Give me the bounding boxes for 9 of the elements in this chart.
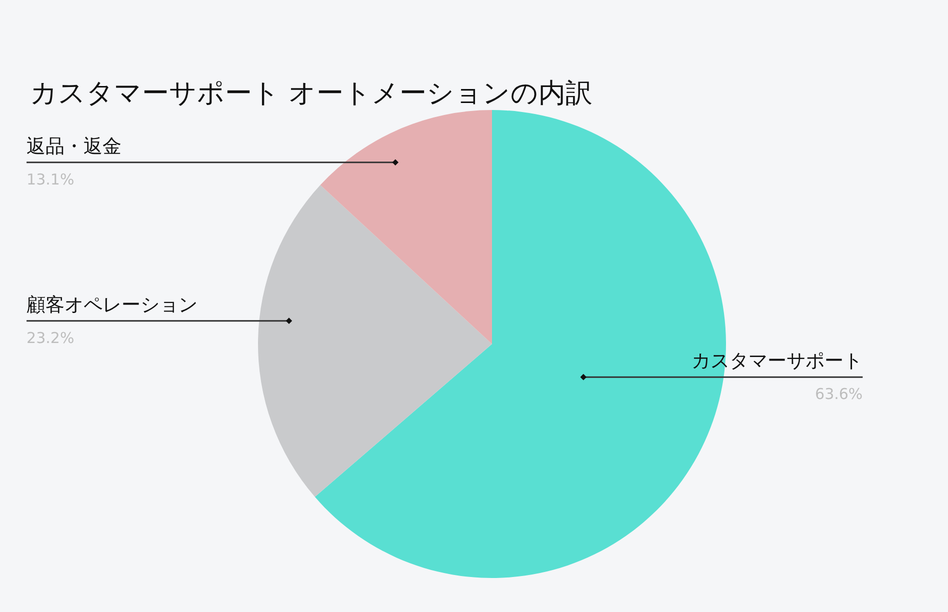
slice-label: 返品・返金	[26, 135, 122, 158]
pie-slice	[258, 185, 492, 497]
pie-slice	[314, 110, 726, 578]
data-label: 63.6%	[815, 385, 863, 404]
slice-label: 顧客オペレーション	[26, 294, 198, 316]
data-label: 23.2%	[26, 328, 74, 347]
pie-slice	[320, 110, 492, 344]
data-label: 13.1%	[26, 170, 74, 188]
chart-title: カスタマーサポート オートメーションの内訳	[30, 78, 593, 109]
